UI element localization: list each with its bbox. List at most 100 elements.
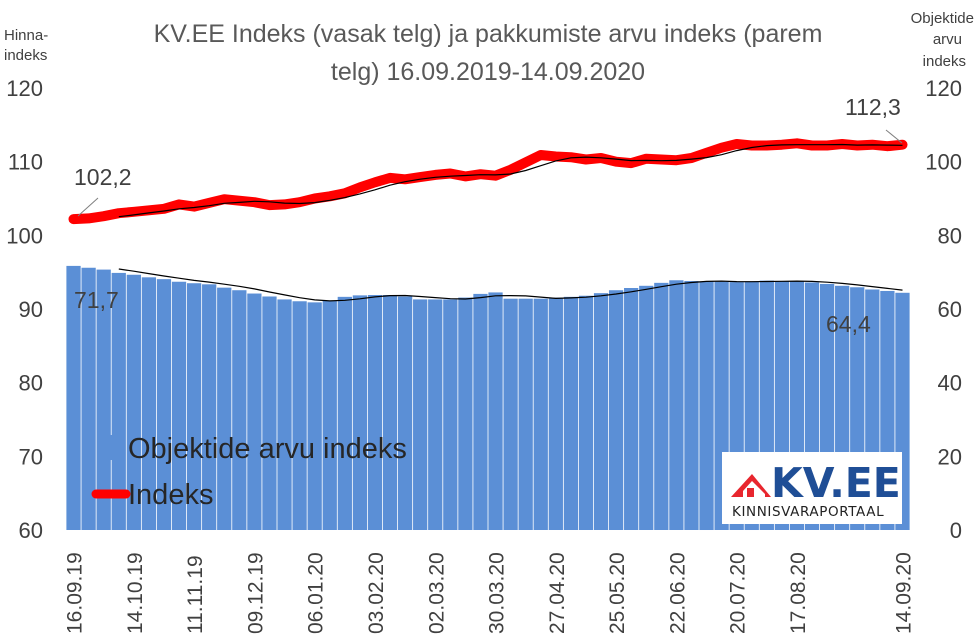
chart-title-line-2: telg) 16.09.2019-14.09.2020	[331, 58, 645, 86]
legend-item-line: Indeks	[91, 479, 213, 511]
bar	[232, 290, 247, 530]
bar	[578, 295, 594, 530]
right-tick-label: 120	[925, 76, 962, 101]
left-axis-ticks: 60 70 80 90 100 110 120	[6, 76, 43, 543]
label-index-last: 112,3	[845, 94, 901, 120]
left-axis-label-line-1: Hinna-	[4, 27, 48, 44]
bar	[292, 301, 307, 530]
left-tick-label: 120	[6, 76, 43, 101]
bar	[141, 277, 157, 530]
bar	[533, 298, 548, 530]
bar	[639, 285, 654, 530]
bar	[397, 296, 413, 530]
x-tick-label: 16.09.19	[64, 552, 87, 634]
x-tick-label: 17.08.20	[787, 552, 810, 634]
x-tick-label: 03.02.20	[365, 552, 388, 634]
x-tick-label: 20.07.20	[727, 552, 750, 634]
right-axis-label-line-2: arvu	[933, 31, 962, 48]
x-tick-label: 22.06.20	[666, 552, 689, 634]
data-labels: 102,2 112,3 71,7 64,4	[74, 94, 903, 337]
leader-line-index-first	[77, 197, 99, 217]
right-tick-label: 40	[938, 371, 962, 396]
legend: Objektide arvu indeks Indeks	[91, 433, 407, 511]
bar	[608, 290, 624, 530]
right-tick-label: 100	[925, 150, 962, 175]
bar	[518, 298, 533, 530]
bar	[367, 295, 383, 530]
bar	[126, 274, 141, 530]
bar	[66, 265, 81, 530]
legend-swatch-bars	[100, 435, 125, 460]
left-tick-label: 110	[8, 150, 43, 175]
right-tick-label: 0	[950, 518, 962, 543]
bar	[503, 298, 518, 530]
bar	[337, 296, 352, 530]
legend-item-bars: Objektide arvu indeks	[100, 433, 407, 465]
bar	[488, 292, 503, 530]
bar	[458, 297, 473, 530]
kvee-logo: KV.EE KINNISVARAPORTAAL	[722, 452, 902, 524]
x-axis-ticks: 16.09.19 14.10.19 11.11.19 09.12.19 06.01.20…	[64, 552, 916, 634]
house-icon	[731, 474, 771, 497]
right-tick-label: 20	[938, 444, 962, 469]
bar	[322, 300, 337, 530]
x-tick-label: 30.03.20	[486, 552, 509, 634]
x-tick-label: 14.09.20	[893, 552, 916, 634]
house-icon-door	[747, 488, 754, 497]
bar	[699, 281, 714, 531]
bar	[473, 293, 488, 530]
leader-line-index-last	[885, 129, 903, 144]
bar	[217, 287, 232, 530]
chart-title-line-1: KV.EE Indeks (vasak telg) ja pakkumiste …	[154, 20, 823, 48]
legend-label-line: Indeks	[128, 479, 213, 511]
bar	[352, 295, 368, 530]
x-tick-label: 25.05.20	[606, 552, 629, 634]
label-count-last: 64,4	[826, 311, 871, 337]
bar	[669, 280, 684, 530]
left-tick-label: 60	[19, 518, 43, 543]
bar	[563, 296, 579, 530]
label-index-first: 102,2	[74, 164, 132, 190]
left-axis-label-line-2: indeks	[4, 47, 47, 64]
left-tick-label: 70	[19, 444, 43, 469]
bar	[443, 299, 458, 530]
bar	[262, 296, 277, 530]
left-axis-label: Hinna- indeks	[4, 27, 48, 64]
right-tick-label: 60	[938, 297, 962, 322]
index-trendline	[118, 143, 903, 218]
x-tick-label: 09.12.19	[244, 552, 267, 634]
bar	[624, 288, 639, 530]
bar	[413, 299, 428, 530]
bar	[81, 267, 96, 530]
bar	[548, 297, 563, 530]
bar	[684, 281, 699, 530]
label-count-first: 71,7	[74, 287, 119, 313]
bar	[186, 283, 202, 530]
right-axis-label-line-3: indeks	[923, 53, 966, 70]
chart-title: KV.EE Indeks (vasak telg) ja pakkumiste …	[154, 20, 823, 86]
right-axis-ticks: 0 20 40 60 80 100 120	[925, 76, 962, 543]
count-trendline	[118, 268, 903, 302]
count-trendline-path	[118, 268, 903, 302]
left-tick-label: 90	[19, 297, 43, 322]
bar	[111, 272, 126, 530]
bar	[277, 299, 292, 530]
bar	[654, 282, 669, 530]
bar	[202, 284, 217, 530]
x-tick-label: 11.11.19	[184, 555, 207, 634]
line-indeks	[68, 138, 908, 225]
index-trendline-path	[118, 143, 903, 218]
bar	[428, 299, 443, 530]
x-tick-label: 02.03.20	[425, 552, 448, 634]
line-indeks-path	[68, 138, 908, 225]
right-axis-label-line-1: Objektide	[911, 10, 974, 27]
bar	[171, 281, 187, 530]
x-tick-label: 27.04.20	[546, 552, 569, 634]
bar	[96, 269, 111, 530]
bar	[247, 293, 262, 530]
right-axis-label: Objektide arvu indeks	[911, 10, 974, 70]
right-tick-label: 80	[938, 223, 962, 248]
bar	[593, 293, 609, 530]
left-tick-label: 100	[6, 223, 43, 248]
